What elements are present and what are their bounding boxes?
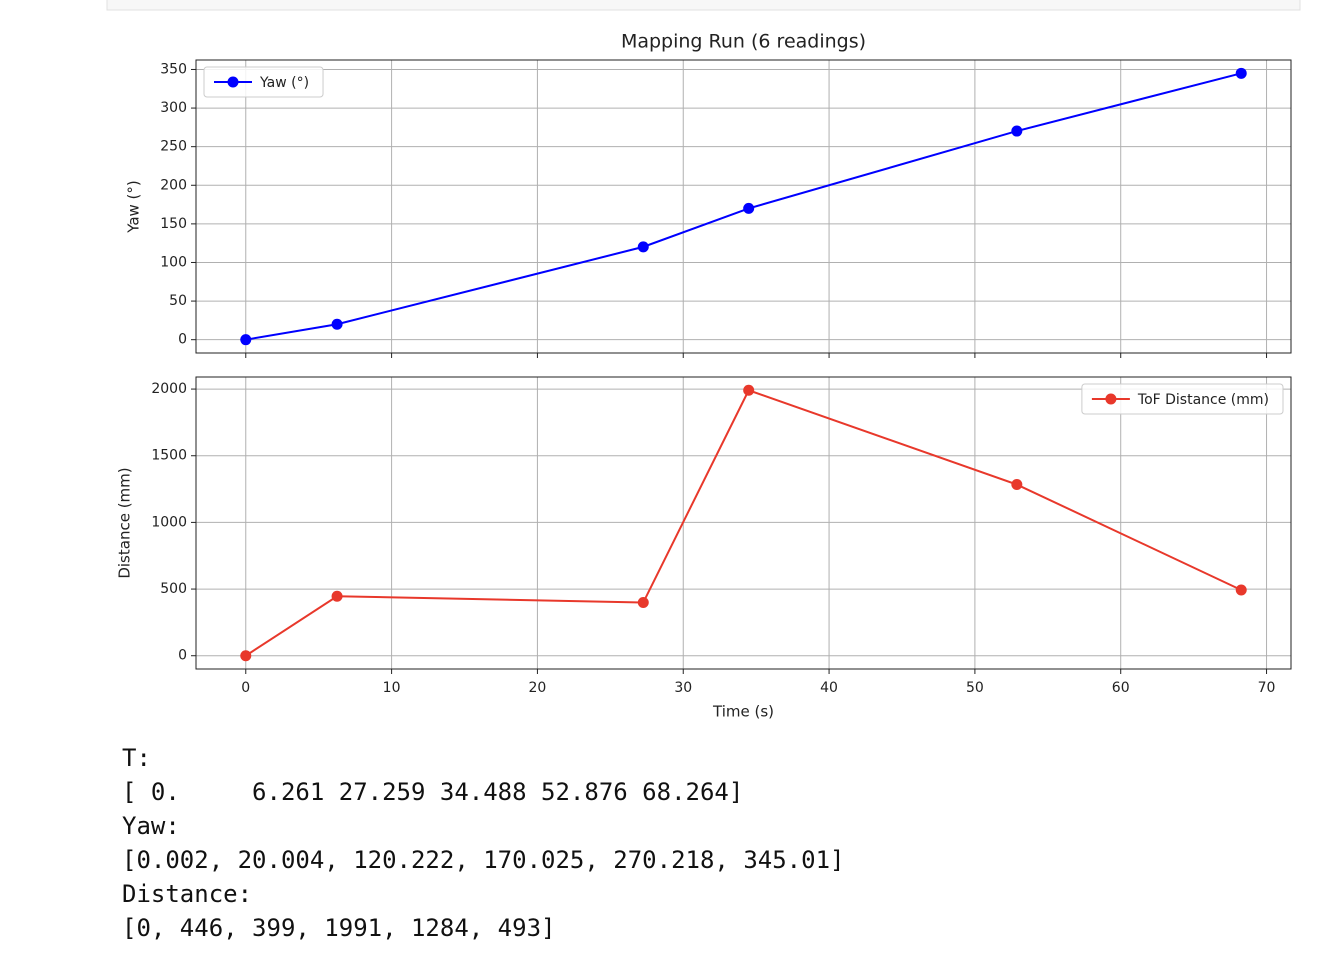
x-tick-label: 0 [241,680,250,696]
x-axis-label: Time (s) [712,703,774,721]
data-point [1235,584,1247,596]
y-tick-label: 500 [160,581,187,597]
data-point [240,650,252,662]
legend-label: ToF Distance (mm) [1137,392,1269,408]
y-tick-label: 0 [178,332,187,348]
y-tick-label: 1000 [151,514,187,530]
data-point [743,202,755,214]
series-line [245,389,1242,657]
y-tick-label: 200 [160,177,187,193]
x-tick-label: 10 [383,680,401,696]
chart-title: Mapping Run (6 readings) [621,31,866,53]
y-axis-label: Distance (mm) [116,467,134,578]
y-tick-label: 350 [160,61,187,77]
x-tick-label: 40 [820,680,838,696]
plot-frame [195,59,1292,354]
data-point [1011,125,1023,137]
output-line: Distance: [122,880,252,908]
legend-label: Yaw (°) [259,75,309,91]
x-tick-label: 50 [966,680,984,696]
input-cell-edge [106,0,1301,11]
y-tick-label: 0 [178,648,187,664]
legend-box [1081,383,1284,415]
plot-area [196,377,1291,669]
y-tick-label: 1500 [151,448,187,464]
x-tick-label: 70 [1258,680,1276,696]
data-point [1235,67,1247,79]
data-point [240,334,252,346]
x-tick-label: 20 [529,680,547,696]
output-line: [0.002, 20.004, 120.222, 170.025, 270.21… [122,846,844,874]
y-tick-label: 50 [169,293,187,309]
data-point [1011,479,1023,491]
y-tick-label: 100 [160,254,187,270]
series-line [245,72,1242,341]
data-point [743,384,755,396]
output-line: [ 0. 6.261 27.259 34.488 52.876 68.264] [122,778,743,806]
plot-area [196,60,1291,353]
y-tick-label: 150 [160,216,187,232]
data-point [331,590,343,602]
output-line: [0, 446, 399, 1991, 1284, 493] [122,914,555,942]
x-tick-label: 60 [1112,680,1130,696]
data-point [331,318,343,330]
y-tick-label: 250 [160,139,187,155]
legend-marker [1105,393,1117,405]
y-tick-label: 300 [160,100,187,116]
legend-marker [227,76,239,88]
x-tick-label: 30 [674,680,692,696]
data-point [637,241,649,253]
data-point [637,597,649,609]
y-axis-label: Yaw (°) [125,180,143,234]
output-line: T: [122,744,151,772]
output-line: Yaw: [122,812,180,840]
y-tick-label: 2000 [151,381,187,397]
legend-box [203,66,324,98]
plot-frame [195,376,1292,670]
